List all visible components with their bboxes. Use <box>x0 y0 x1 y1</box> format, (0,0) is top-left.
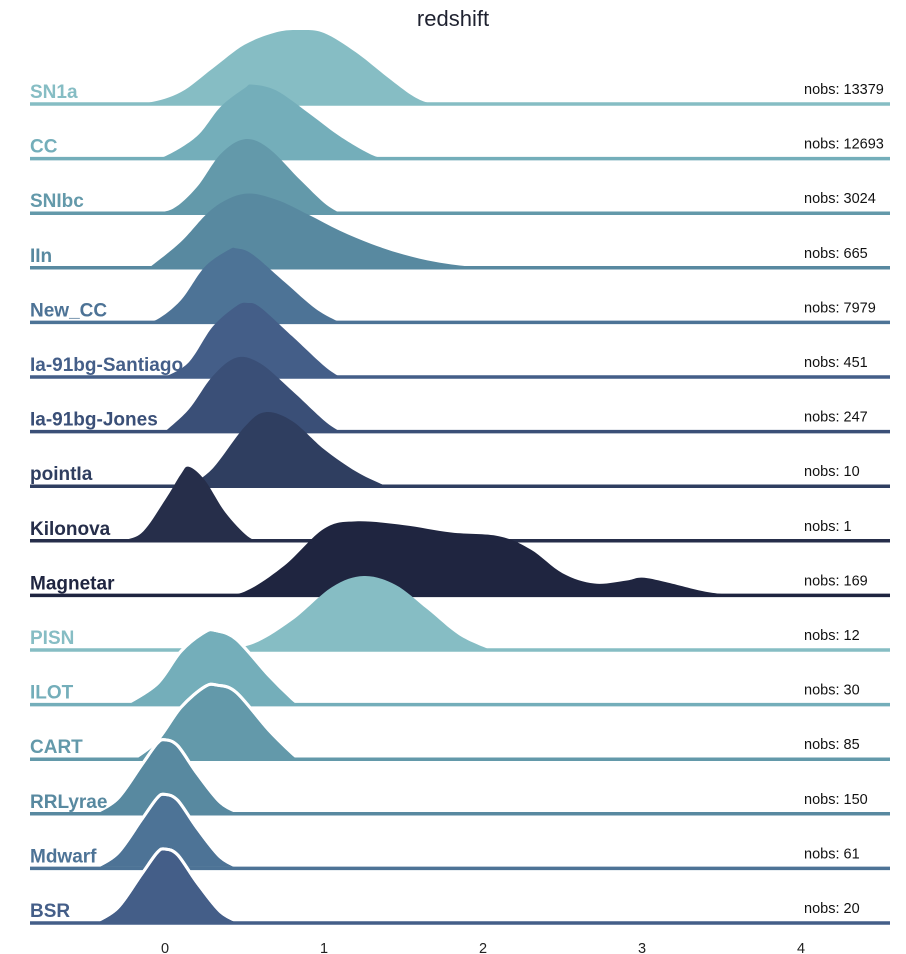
ridge-row-ia-91bg-santiago: Ia-91bg-Santiago nobs: 451 <box>30 302 890 379</box>
density-outline <box>124 628 302 706</box>
ridge-row-iin: IIn nobs: 665 <box>30 193 890 270</box>
nobs-label: nobs: 7979 <box>804 300 876 316</box>
nobs-label: nobs: 247 <box>804 410 868 426</box>
density-area <box>117 466 261 541</box>
nobs-label: nobs: 665 <box>804 246 868 262</box>
density-area <box>212 521 738 596</box>
density-area <box>165 356 340 432</box>
ridge-row-kilonova: Kilonova nobs: 1 <box>30 466 890 543</box>
ridge-row-pisn: PISN nobs: 12 <box>30 575 890 652</box>
row-label: CC <box>30 137 58 158</box>
x-tick-label: 3 <box>638 941 646 954</box>
ridge-row-rrlyrae: RRLyrae nobs: 150 <box>30 738 890 816</box>
x-tick-label: 2 <box>479 941 487 954</box>
row-label: RRLyrae <box>30 792 107 813</box>
ridge-row-snibc: SNIbc nobs: 3024 <box>30 139 890 215</box>
row-label: PISN <box>30 628 74 649</box>
row-label: Mdwarf <box>30 846 97 867</box>
nobs-label: nobs: 150 <box>804 792 868 808</box>
ridge-row-sn1a: SN1a nobs: 13379 <box>30 29 890 106</box>
ridge-row-pointia: pointIa nobs: 10 <box>30 412 890 488</box>
nobs-label: nobs: 3024 <box>804 191 876 207</box>
ridge-row-new-cc: New_CC nobs: 7979 <box>30 247 890 325</box>
ridge-row-cc: CC nobs: 12693 <box>30 84 890 161</box>
density-outline <box>92 738 243 816</box>
nobs-label: nobs: 451 <box>804 355 868 371</box>
row-label: Magnetar <box>30 573 115 594</box>
chart-title: redshift <box>416 6 490 31</box>
row-label: SN1a <box>30 82 78 103</box>
nobs-label: nobs: 1 <box>804 519 852 535</box>
row-label: CART <box>30 737 83 758</box>
nobs-label: nobs: 20 <box>804 901 860 917</box>
row-label: Kilonova <box>30 519 111 540</box>
nobs-label: nobs: 30 <box>804 683 860 699</box>
ridge-row-bsr: BSR nobs: 20 <box>30 847 890 925</box>
density-area <box>141 247 340 323</box>
nobs-label: nobs: 10 <box>804 464 860 480</box>
density-area <box>149 84 388 159</box>
density-outline <box>92 792 243 870</box>
ridge-rows: SN1a nobs: 13379 CC nobs: 12693 SNIbc nobs: 3… <box>30 29 890 925</box>
ridge-row-ilot: ILOT nobs: 30 <box>30 628 890 707</box>
row-label: BSR <box>30 901 70 922</box>
density-area <box>149 139 340 214</box>
row-label: IIn <box>30 246 52 267</box>
density-area <box>165 302 340 377</box>
row-label: pointIa <box>30 464 93 485</box>
ridge-row-magnetar: Magnetar nobs: 169 <box>30 521 890 598</box>
row-label: ILOT <box>30 683 74 704</box>
x-tick-label: 1 <box>320 941 328 954</box>
x-tick-label: 0 <box>161 941 169 954</box>
density-area <box>212 575 491 650</box>
ridge-row-cart: CART nobs: 85 <box>30 682 890 761</box>
x-tick-label: 4 <box>797 941 805 954</box>
density-outline <box>132 682 302 761</box>
density-outline <box>92 847 243 925</box>
row-label: Ia-91bg-Santiago <box>30 355 183 376</box>
nobs-label: nobs: 85 <box>804 737 860 753</box>
ridge-row-ia-91bg-jones: Ia-91bg-Jones nobs: 247 <box>30 356 890 434</box>
x-axis: 0 1 2 3 4 <box>161 941 805 954</box>
row-label: SNIbc <box>30 191 84 212</box>
density-area <box>117 29 444 104</box>
nobs-label: nobs: 169 <box>804 573 868 589</box>
row-label: New_CC <box>30 300 107 321</box>
density-area <box>188 412 388 487</box>
nobs-label: nobs: 12693 <box>804 137 884 153</box>
row-label: Ia-91bg-Jones <box>30 410 158 431</box>
nobs-label: nobs: 61 <box>804 846 860 862</box>
nobs-label: nobs: 12 <box>804 628 860 644</box>
nobs-label: nobs: 13379 <box>804 82 884 98</box>
